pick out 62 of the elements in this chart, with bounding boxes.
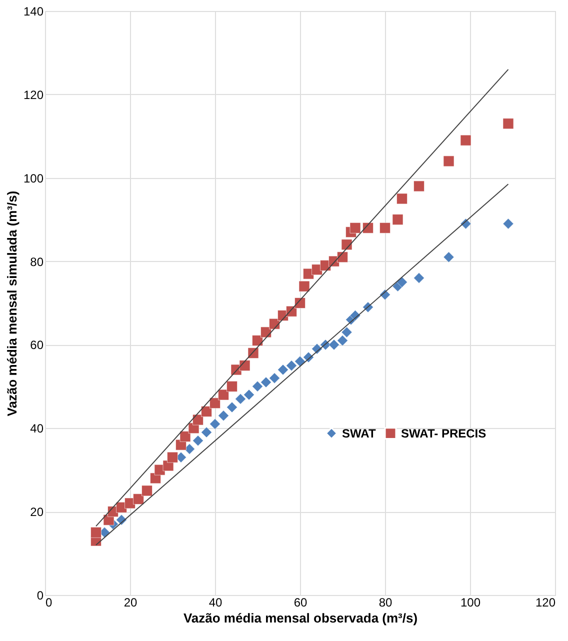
y-tick-label: 40: [30, 422, 44, 436]
point: [167, 452, 178, 463]
point: [226, 381, 238, 392]
point: [201, 426, 212, 438]
y-tick-label: 140: [23, 4, 44, 18]
point: [278, 364, 288, 376]
point: [252, 335, 263, 346]
x-tick-label: 100: [460, 596, 481, 610]
point: [142, 485, 152, 496]
y-tick-label: 20: [30, 505, 44, 520]
point: [133, 494, 144, 504]
point: [392, 214, 404, 225]
point: [396, 276, 408, 288]
point: [337, 335, 348, 346]
point: [192, 414, 204, 426]
point: [294, 356, 306, 367]
point: [298, 280, 310, 292]
y-axis-title: Vazão média mensal simulada (m³/s): [4, 190, 20, 416]
point: [90, 527, 102, 538]
point: [460, 134, 472, 146]
x-tick-label: 60: [294, 596, 308, 610]
point: [396, 193, 408, 204]
point: [218, 389, 229, 400]
point: [350, 222, 361, 234]
x-tick-label: 40: [208, 596, 222, 610]
x-axis-title: Vazão média mensal observada (m³/s): [183, 610, 418, 626]
point: [201, 406, 212, 417]
point: [210, 418, 220, 430]
point: [341, 239, 352, 250]
point: [380, 222, 390, 234]
x-tick-label: 0: [46, 596, 52, 610]
point: [328, 339, 340, 350]
point: [443, 252, 454, 263]
point: [244, 389, 254, 400]
x-tick-label: 80: [378, 596, 392, 610]
legend-label: SWAT- PRECIS: [401, 426, 486, 440]
point: [414, 272, 424, 284]
point: [337, 252, 348, 263]
point: [286, 360, 297, 371]
point: [443, 156, 454, 167]
point: [252, 381, 263, 392]
point: [210, 398, 220, 409]
point: [239, 360, 250, 371]
point: [502, 118, 514, 130]
y-tick-label: 100: [23, 171, 44, 186]
point: [414, 180, 424, 192]
legend-label: SWAT: [342, 426, 376, 440]
y-tick-label: 60: [30, 338, 44, 352]
point: [192, 435, 204, 446]
x-tick-label: 120: [535, 596, 556, 610]
y-tick-label: 120: [23, 88, 44, 102]
point: [226, 402, 238, 413]
x-tick-label: 20: [124, 596, 138, 610]
point: [341, 326, 352, 338]
point: [502, 218, 514, 230]
y-tick-label: 80: [30, 254, 44, 269]
point: [235, 394, 246, 404]
point: [260, 376, 272, 388]
point: [184, 444, 195, 454]
point: [218, 410, 229, 422]
point: [269, 372, 280, 384]
point: [180, 431, 191, 442]
